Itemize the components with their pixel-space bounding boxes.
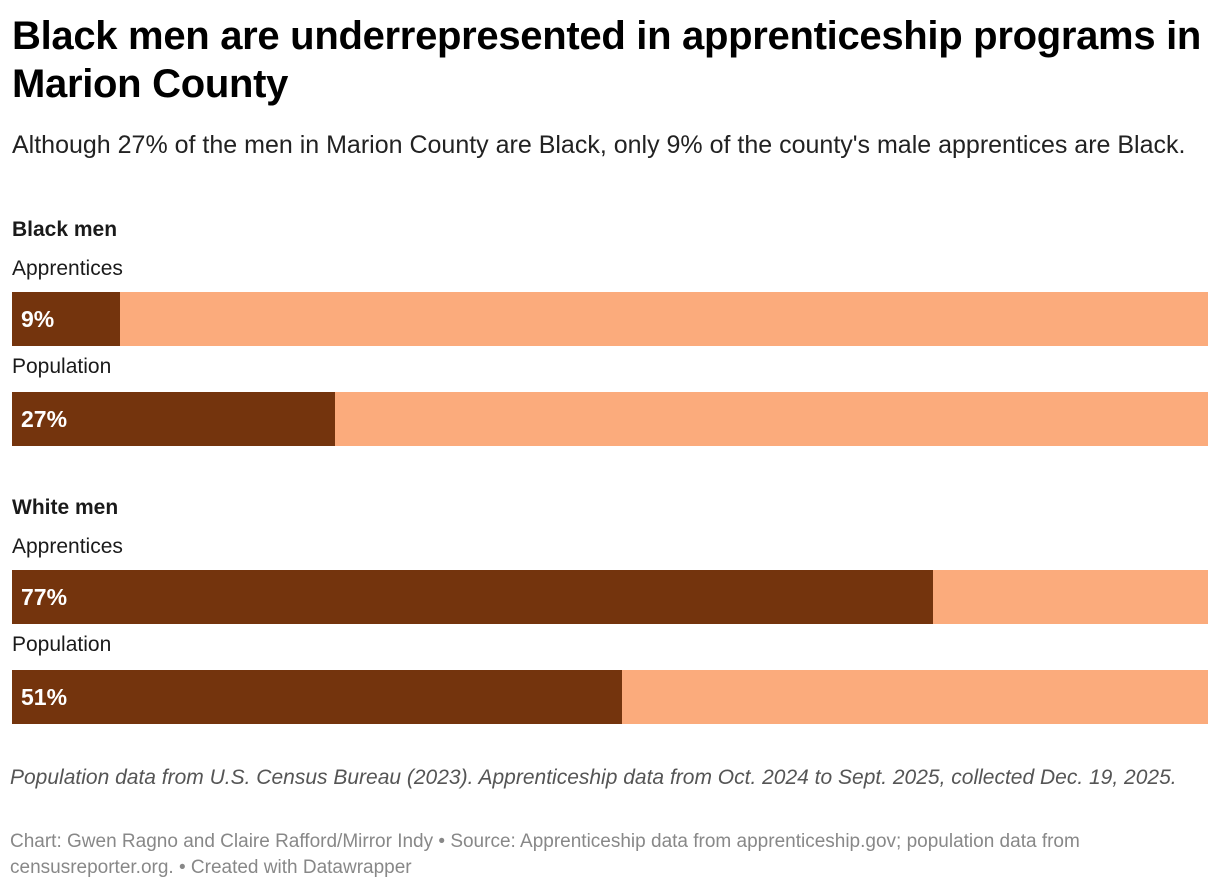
bar-white-apprentices	[12, 570, 933, 624]
row-label-black-population: Population	[12, 355, 112, 378]
bar-track-white-population: 51%	[12, 670, 1208, 724]
bar-value-white-apprentices: 77%	[21, 584, 68, 610]
bar-white-population	[12, 670, 622, 724]
group-label-black-men: Black men	[12, 218, 118, 241]
chart-subtitle: Although 27% of the men in Marion County…	[12, 131, 1186, 159]
bar-track-black-population: 27%	[12, 392, 1208, 446]
bar-track-black-apprentices: 9%	[12, 292, 1208, 346]
bar-value-black-population: 27%	[21, 406, 68, 432]
row-label-black-apprentices: Apprentices	[12, 257, 123, 280]
group-label-white-men: White men	[12, 496, 119, 519]
row-label-white-apprentices: Apprentices	[12, 535, 123, 558]
bar-value-white-population: 51%	[21, 684, 68, 710]
bar-track-white-apprentices: 77%	[12, 570, 1208, 624]
chart-notes: Population data from U.S. Census Bureau …	[10, 766, 1177, 789]
row-label-white-population: Population	[12, 633, 112, 656]
bar-black-apprentices	[12, 292, 120, 346]
chart-byline: Chart: Gwen Ragno and Claire Rafford/Mir…	[10, 831, 1080, 878]
bar-value-black-apprentices: 9%	[21, 306, 55, 332]
bar-black-population	[12, 392, 335, 446]
chart-title: Black men are underrepresented in appren…	[12, 14, 1202, 106]
